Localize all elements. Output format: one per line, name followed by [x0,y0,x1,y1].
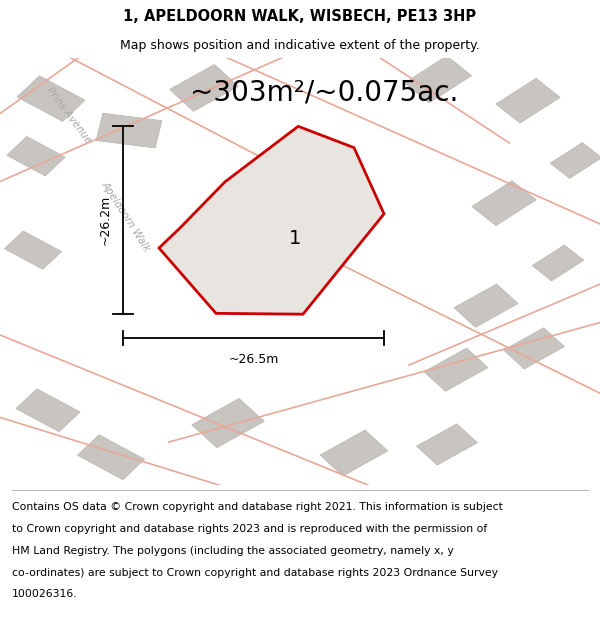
Polygon shape [454,284,518,328]
Polygon shape [17,76,85,121]
Text: ~26.2m: ~26.2m [98,195,112,246]
Text: HM Land Registry. The polygons (including the associated geometry, namely x, y: HM Land Registry. The polygons (includin… [12,546,454,556]
Polygon shape [192,399,264,448]
Polygon shape [424,348,488,391]
Text: 1, APELDOORN WALK, WISBECH, PE13 3HP: 1, APELDOORN WALK, WISBECH, PE13 3HP [124,9,476,24]
Text: Contains OS data © Crown copyright and database right 2021. This information is : Contains OS data © Crown copyright and d… [12,503,503,512]
Text: 1: 1 [289,229,301,248]
Text: Apeldoorn Walk: Apeldoorn Walk [100,179,152,253]
Polygon shape [320,430,388,476]
Polygon shape [503,328,565,369]
Text: to Crown copyright and database rights 2023 and is reproduced with the permissio: to Crown copyright and database rights 2… [12,524,487,534]
Polygon shape [550,142,600,178]
Polygon shape [4,231,62,269]
Polygon shape [77,435,145,479]
Polygon shape [532,245,584,281]
Polygon shape [472,181,536,226]
Polygon shape [159,126,384,314]
Text: 100026316.: 100026316. [12,589,77,599]
Text: Prins Avenue: Prins Avenue [44,86,94,146]
Text: ~26.5m: ~26.5m [229,353,278,366]
Text: Map shows position and indicative extent of the property.: Map shows position and indicative extent… [120,39,480,52]
Polygon shape [96,113,162,148]
Text: co-ordinates) are subject to Crown copyright and database rights 2023 Ordnance S: co-ordinates) are subject to Crown copyr… [12,568,498,578]
Polygon shape [404,56,472,102]
Polygon shape [16,389,80,432]
Polygon shape [416,424,478,465]
Text: ~303m²/~0.075ac.: ~303m²/~0.075ac. [190,78,458,106]
Polygon shape [7,136,65,176]
Polygon shape [170,64,238,111]
Polygon shape [496,78,560,123]
Polygon shape [216,209,300,266]
